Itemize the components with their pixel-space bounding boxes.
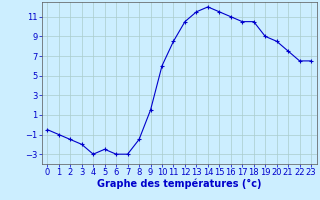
X-axis label: Graphe des températures (°c): Graphe des températures (°c) (97, 179, 261, 189)
